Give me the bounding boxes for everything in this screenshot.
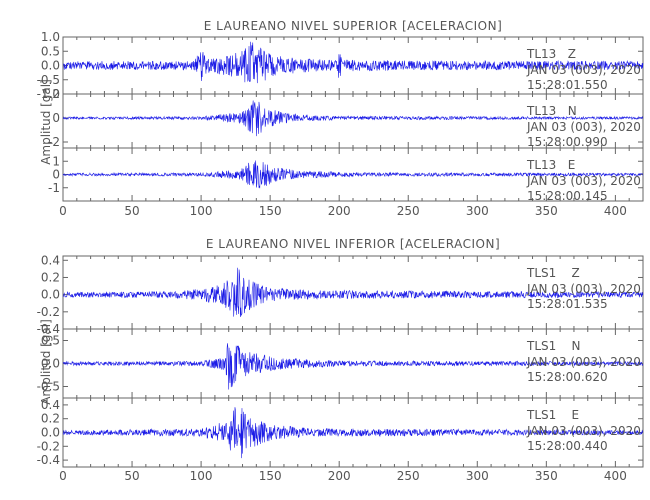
station-label: TL13 E <box>526 158 575 172</box>
chart-title: E LAUREANO NIVEL INFERIOR [ACELERACION] <box>206 237 500 251</box>
y-tick-label: 0 <box>52 168 60 182</box>
y-tick-label: 0.0 <box>41 59 60 73</box>
station-label: TL13 N <box>526 104 577 118</box>
x-tick-label: 400 <box>604 204 627 218</box>
y-tick-label: -0.4 <box>37 322 60 336</box>
y-tick-label: 0.4 <box>41 253 60 267</box>
x-tick-label: 100 <box>190 204 213 218</box>
waveform-trace <box>62 160 644 189</box>
y-tick-label: -0.2 <box>37 439 60 453</box>
y-tick-label: 0.5 <box>41 334 60 348</box>
y-tick-label: -0.2 <box>37 305 60 319</box>
time-label: 15:28:00.440 <box>527 439 608 453</box>
station-label: TL13 Z <box>526 47 576 61</box>
x-tick-label: 200 <box>328 204 351 218</box>
waveform-trace <box>62 100 644 137</box>
date-label: JAN 03 (003), 2020 <box>526 120 641 134</box>
y-tick-label: 0.0 <box>41 426 60 440</box>
time-label: 15:28:00.990 <box>527 135 608 149</box>
waveform-trace <box>62 407 644 459</box>
time-label: 15:28:01.535 <box>527 297 608 311</box>
waveform-trace <box>62 343 644 390</box>
x-tick-label: 250 <box>397 469 420 483</box>
panel-tls1-z: 0.4 0.2 0.0 -0.2 -0.4 TLS1 Z JAN 03 (003), 202… <box>37 253 644 336</box>
chart-group-1: E LAUREANO NIVEL SUPERIOR [ACELERACION] A… <box>37 19 644 218</box>
time-label: 15:28:00.145 <box>527 189 608 203</box>
x-tick-label: 300 <box>466 204 489 218</box>
y-tick-label: 0.5 <box>41 44 60 58</box>
y-tick-label: -2 <box>48 135 60 149</box>
waveform-trace <box>62 41 644 84</box>
y-axis-label: Amplitud [gal] <box>39 79 53 165</box>
date-label: JAN 03 (003), 2020 <box>526 174 641 188</box>
y-tick-label: 1.0 <box>41 30 60 44</box>
x-tick-label: 200 <box>328 469 351 483</box>
y-tick-label: 0.2 <box>41 270 60 284</box>
x-tick-label: 150 <box>259 469 282 483</box>
y-tick-label: 0.2 <box>41 412 60 426</box>
chart-group-2: E LAUREANO NIVEL INFERIOR [ACELERACION] A… <box>37 237 644 483</box>
time-label: 15:28:00.620 <box>527 370 608 384</box>
y-tick-label: -1 <box>48 181 60 195</box>
x-tick-label: 50 <box>124 469 139 483</box>
x-tick-label: 350 <box>535 204 558 218</box>
date-label: JAN 03 (003), 2020 <box>526 63 641 77</box>
y-tick-label: 0.0 <box>41 288 60 302</box>
y-tick-label: -1.0 <box>37 87 60 101</box>
station-label: TLS1 Z <box>526 266 580 280</box>
x-tick-label: 300 <box>466 469 489 483</box>
panel-tl13-z: 1.00.50.0-0.5-1.0 TL13 Z JAN 03 (003), 202… <box>37 30 644 101</box>
date-label: JAN 03 (003), 2020 <box>526 424 641 438</box>
x-tick-label: 50 <box>124 204 139 218</box>
x-tick-label: 250 <box>397 204 420 218</box>
y-tick-label: 2 <box>52 87 60 101</box>
chart-title: E LAUREANO NIVEL SUPERIOR [ACELERACION] <box>204 19 503 33</box>
station-label: TLS1 N <box>526 339 581 353</box>
y-tick-label: -0.5 <box>37 73 60 87</box>
x-tick-label: 350 <box>535 469 558 483</box>
x-tick-label: 100 <box>190 469 213 483</box>
x-tick-label: 0 <box>59 469 67 483</box>
y-tick-label: 0.0 <box>41 357 60 371</box>
time-label: 15:28:01.550 <box>527 78 608 92</box>
y-tick-label: -0.4 <box>37 453 60 467</box>
panel-tls1-e: 0.40.20.0-0.2-0.4 TLS1 E JAN 03 (003), 202… <box>37 397 644 468</box>
y-tick-label: 0 <box>52 111 60 125</box>
y-tick-label: -0.5 <box>37 380 60 394</box>
y-tick-label: 1 <box>52 154 60 168</box>
station-label: TLS1 E <box>526 408 579 422</box>
y-tick-label: 0.4 <box>41 398 60 412</box>
x-tick-label: 0 <box>59 204 67 218</box>
y-axis-label: Amplitud [gal] <box>39 319 53 405</box>
x-tick-label: 400 <box>604 469 627 483</box>
date-label: JAN 03 (003), 2020 <box>526 355 641 369</box>
waveform-trace <box>62 267 644 317</box>
x-tick-label: 150 <box>259 204 282 218</box>
date-label: JAN 03 (003), 2020 <box>526 282 641 296</box>
panel-tls1-n: 0.5 0.0 -0.5 TLS1 N JAN 03 (003), 202015:28:… <box>37 328 644 399</box>
